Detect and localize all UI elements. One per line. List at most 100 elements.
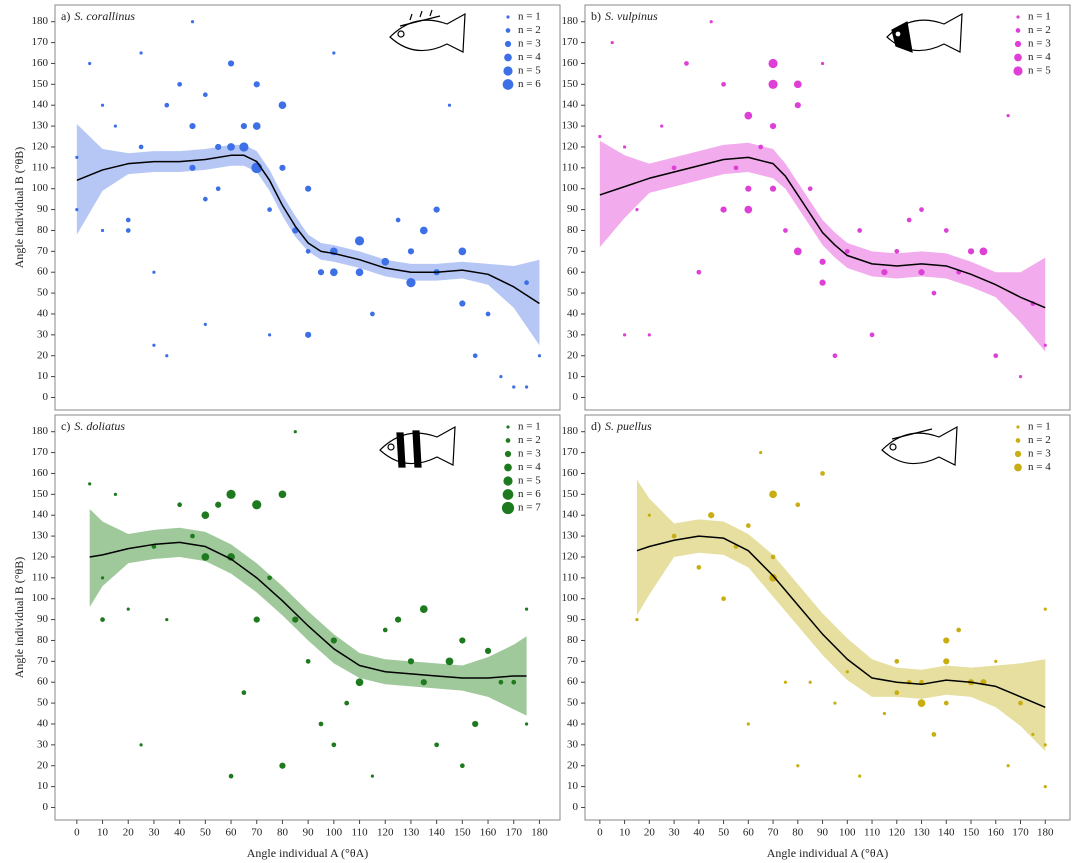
legend-label: n = 4 (518, 51, 541, 63)
data-point (943, 658, 949, 664)
panel-letter: d) (591, 419, 601, 433)
data-point (267, 207, 272, 212)
x-tick-label: 150 (454, 827, 471, 839)
data-point (708, 512, 714, 518)
legend-marker (1014, 464, 1022, 472)
data-point (344, 701, 349, 706)
data-point (1007, 764, 1010, 767)
data-point (331, 637, 337, 643)
data-point (499, 375, 502, 378)
data-point (819, 259, 825, 265)
y-tick-label: 120 (32, 140, 49, 152)
y-tick-label: 100 (32, 592, 49, 604)
x-tick-label: 30 (148, 827, 160, 839)
data-point (894, 249, 899, 254)
data-point (821, 62, 824, 65)
y-tick-label: 50 (37, 287, 49, 299)
y-tick-label: 0 (573, 801, 579, 813)
data-point (279, 490, 287, 498)
panels: 0102030405060708090100110120130140150160… (12, 5, 1070, 860)
x-tick-label: 130 (913, 827, 930, 839)
x-tick-label: 90 (817, 827, 829, 839)
data-point (241, 123, 247, 129)
x-tick-label: 180 (531, 827, 548, 839)
data-point (226, 490, 235, 499)
data-point (165, 354, 168, 357)
y-tick-label: 170 (562, 446, 579, 458)
y-tick-label: 60 (37, 676, 49, 688)
data-point (538, 354, 541, 357)
data-point (189, 165, 195, 171)
y-tick-label: 160 (562, 467, 579, 479)
data-point (229, 774, 234, 779)
data-point (820, 471, 825, 476)
legend-marker (502, 502, 514, 514)
data-point (648, 514, 651, 517)
x-tick-label: 80 (792, 827, 804, 839)
data-point (101, 576, 104, 579)
data-point (857, 228, 862, 233)
legend-label: n = 2 (518, 434, 541, 446)
data-point (783, 228, 788, 233)
data-point (228, 60, 234, 66)
y-axis-label: Angle individual B (°θB) (12, 147, 26, 269)
legend-label: n = 1 (1028, 421, 1051, 433)
data-point (460, 763, 465, 768)
data-point (177, 502, 182, 507)
data-point (88, 62, 91, 65)
data-point (305, 186, 311, 192)
confidence-band (637, 480, 1045, 751)
x-tick-label: 40 (693, 827, 705, 839)
y-tick-label: 110 (32, 571, 49, 583)
plot-frame (585, 415, 1070, 820)
x-tick-label: 70 (251, 827, 263, 839)
fish-icon (882, 427, 957, 465)
data-point (434, 206, 440, 212)
data-point (944, 228, 949, 233)
x-tick-label: 90 (303, 827, 315, 839)
data-point (770, 123, 776, 129)
y-tick-label: 120 (562, 550, 579, 562)
legend-marker (503, 476, 512, 485)
data-point (268, 333, 271, 336)
data-point (189, 123, 195, 129)
x-tick-label: 120 (377, 827, 394, 839)
data-point (114, 493, 117, 496)
data-point (190, 534, 195, 539)
data-point (794, 247, 802, 255)
data-point (808, 186, 813, 191)
x-tick-label: 180 (1037, 827, 1054, 839)
data-point (458, 247, 466, 255)
y-tick-label: 80 (567, 224, 579, 236)
data-point (204, 323, 207, 326)
data-point (279, 101, 287, 109)
legend-marker (506, 425, 509, 428)
data-point (383, 628, 388, 633)
legend-label: n = 5 (518, 475, 541, 487)
x-tick-label: 20 (644, 827, 656, 839)
y-tick-label: 150 (562, 78, 579, 90)
fit-line (77, 155, 540, 303)
legend-label: n = 5 (1028, 65, 1051, 77)
fish-icon (380, 427, 455, 467)
data-point (883, 712, 886, 715)
legend-label: n = 5 (518, 65, 541, 77)
x-tick-label: 140 (938, 827, 955, 839)
panel: 0102030405060708090100110120130140150160… (12, 415, 560, 860)
legend-marker (503, 489, 514, 500)
data-point (721, 82, 726, 87)
legend-marker (506, 15, 509, 18)
data-point (758, 145, 763, 150)
legend-marker (1016, 425, 1019, 428)
data-point (932, 732, 937, 737)
legend-marker (503, 79, 514, 90)
species-name: S. vulpinus (605, 9, 658, 23)
data-point (648, 333, 651, 336)
page: {"chart_data": [ {"type": "scatter", "pa… (0, 0, 1073, 863)
data-point (356, 678, 364, 686)
plot-frame (585, 5, 1070, 410)
y-tick-label: 40 (37, 718, 49, 730)
data-point (75, 156, 78, 159)
y-tick-label: 110 (562, 571, 579, 583)
y-tick-label: 90 (567, 203, 579, 215)
